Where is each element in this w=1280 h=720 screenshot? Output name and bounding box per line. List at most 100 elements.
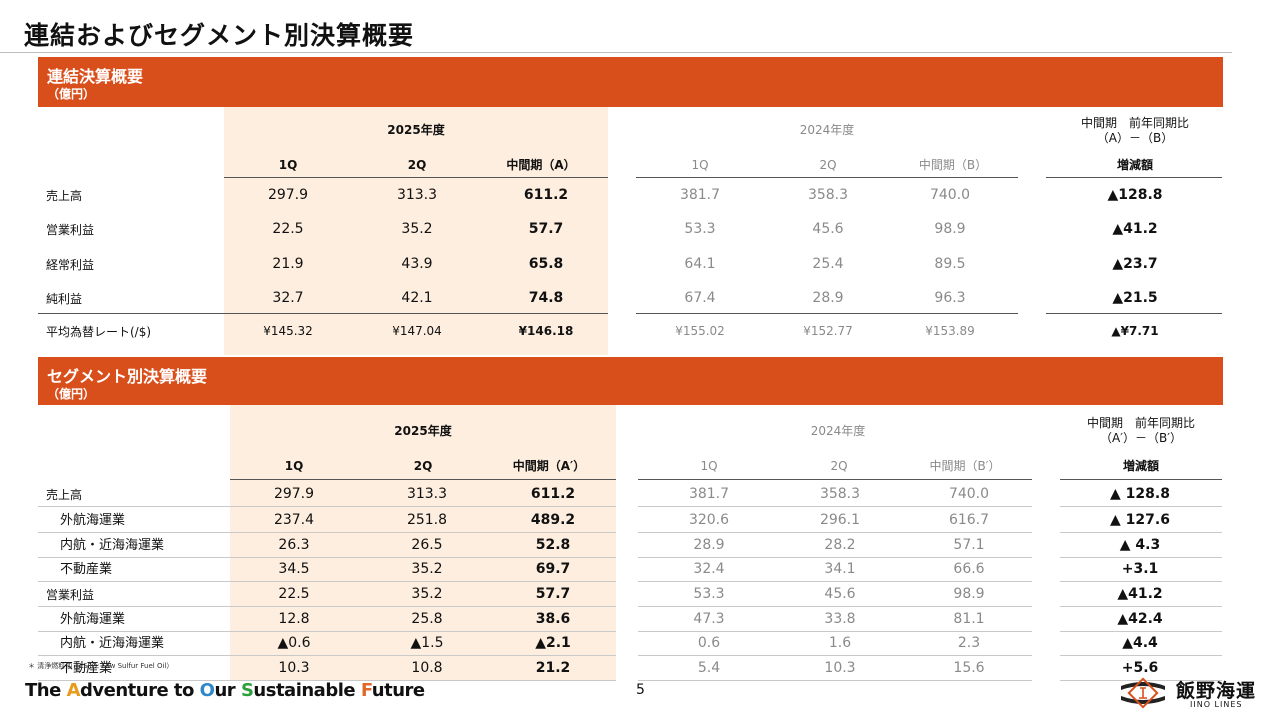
table-cell: 32.4	[693, 561, 725, 577]
row-rule	[638, 680, 1032, 681]
table-cell: 10.3	[278, 660, 310, 676]
row-label: 営業利益	[46, 223, 95, 237]
table-cell: 489.2	[530, 512, 576, 528]
table-cell: ▲2.1	[535, 635, 571, 651]
company-logo-text: 飯野海運	[1176, 680, 1257, 702]
table-cell: ¥146.18	[518, 324, 574, 338]
row-rule	[1060, 557, 1222, 558]
table-cell: ¥153.89	[925, 324, 975, 338]
row-rule	[38, 506, 616, 507]
table-cell: ¥155.02	[675, 324, 725, 338]
table-cell: 57.7	[535, 586, 571, 602]
section2-col-q2b: 2Q	[830, 459, 848, 473]
table-cell: 15.6	[953, 660, 985, 676]
table-cell: 10.3	[824, 660, 856, 676]
table-cell: ▲0.6	[277, 635, 311, 651]
row-rule	[1060, 631, 1222, 632]
table-cell: 53.3	[684, 221, 716, 237]
row-label: 不動産業	[60, 562, 113, 577]
row-label: 営業利益	[46, 588, 95, 602]
row-rule	[638, 532, 1032, 533]
row-rule	[638, 655, 1032, 656]
section1-col-q2: 2Q	[407, 158, 427, 172]
table-cell: 26.3	[278, 537, 310, 553]
table-cell: +5.6	[1121, 660, 1159, 676]
table-cell: 0.6	[697, 635, 721, 651]
section2-compare-header-1: 中間期 前年同期比	[1086, 416, 1196, 430]
table-cell: ▲¥7.71	[1111, 324, 1159, 338]
table-cell: ▲ 128.8	[1110, 486, 1170, 502]
table-cell: 21.9	[272, 256, 304, 272]
company-logo-subtext: IINO LINES	[1190, 700, 1243, 709]
table-cell: 740.0	[948, 486, 990, 502]
table-cell: 251.8	[406, 512, 448, 528]
row-rule	[638, 631, 1032, 632]
section1-col-q1: 1Q	[278, 158, 298, 172]
table-cell: 28.9	[693, 537, 725, 553]
table-cell: 65.8	[528, 256, 564, 272]
table-cell: 43.9	[401, 256, 433, 272]
section1-unit: （億円）	[47, 87, 96, 101]
row-rule	[1060, 655, 1222, 656]
table-cell: 358.3	[819, 486, 861, 502]
table-cell: 10.8	[411, 660, 443, 676]
table-cell: 1.6	[828, 635, 852, 651]
table-cell: 69.7	[535, 561, 571, 577]
table-cell: 67.4	[684, 290, 716, 306]
table-cell: 22.5	[278, 586, 310, 602]
table-cell: 2.3	[957, 635, 981, 651]
table-cell: 237.4	[273, 512, 315, 528]
table-cell: 611.2	[523, 187, 569, 203]
table-cell: 28.2	[824, 537, 856, 553]
table-cell: 53.3	[693, 586, 725, 602]
section1-rate-rule-b	[636, 313, 1018, 314]
row-rule	[638, 581, 1032, 582]
section2-col-mid-b: 中間期（B′）	[929, 459, 1001, 473]
table-cell: 740.0	[929, 187, 971, 203]
table-cell: +3.1	[1121, 561, 1159, 577]
table-cell: 296.1	[819, 512, 861, 528]
section1-header-rule-b	[636, 177, 1018, 178]
table-cell: 45.6	[812, 221, 844, 237]
row-rule	[38, 631, 616, 632]
table-cell: 42.1	[401, 290, 433, 306]
row-rule	[638, 606, 1032, 607]
section2-col-q1b: 1Q	[700, 459, 718, 473]
table-cell: 25.8	[411, 611, 443, 627]
table-cell: 33.8	[824, 611, 856, 627]
table-cell: ▲128.8	[1107, 187, 1163, 203]
table-cell: 66.6	[953, 561, 985, 577]
title-divider	[0, 52, 1232, 53]
row-rule	[638, 506, 1032, 507]
table-cell: 47.3	[693, 611, 725, 627]
table-cell: 74.8	[528, 290, 564, 306]
section2-header-rule-c	[1060, 479, 1222, 480]
section2-fy2024-header: 2024年度	[810, 424, 866, 438]
table-cell: ▲42.4	[1117, 611, 1163, 627]
table-cell: 22.5	[272, 221, 304, 237]
table-cell: ▲23.7	[1112, 256, 1158, 272]
table-cell: 358.3	[807, 187, 849, 203]
table-cell: 297.9	[267, 187, 309, 203]
table-cell: 81.1	[953, 611, 985, 627]
page-number: 5	[636, 682, 645, 698]
row-label: 売上高	[46, 189, 83, 203]
row-label: 内航・近海海運業	[60, 636, 165, 651]
section1-compare-header-2: （A）－（B）	[1096, 131, 1174, 145]
table-cell: 89.5	[934, 256, 966, 272]
company-logo-icon	[1121, 677, 1165, 709]
row-rule	[38, 680, 616, 681]
table-cell: 616.7	[948, 512, 990, 528]
section2-fy2025-highlight	[230, 405, 616, 680]
section1-title: 連結決算概要	[47, 67, 144, 86]
table-cell: ▲41.2	[1112, 221, 1158, 237]
table-cell: ▲4.4	[1122, 635, 1158, 651]
table-cell: 26.5	[411, 537, 443, 553]
table-cell: 35.2	[411, 586, 443, 602]
table-cell: 611.2	[530, 486, 576, 502]
row-rule	[1060, 581, 1222, 582]
table-cell: ▲21.5	[1112, 290, 1158, 306]
table-cell: 12.8	[278, 611, 310, 627]
table-cell: 98.9	[934, 221, 966, 237]
table-cell: 34.5	[278, 561, 310, 577]
